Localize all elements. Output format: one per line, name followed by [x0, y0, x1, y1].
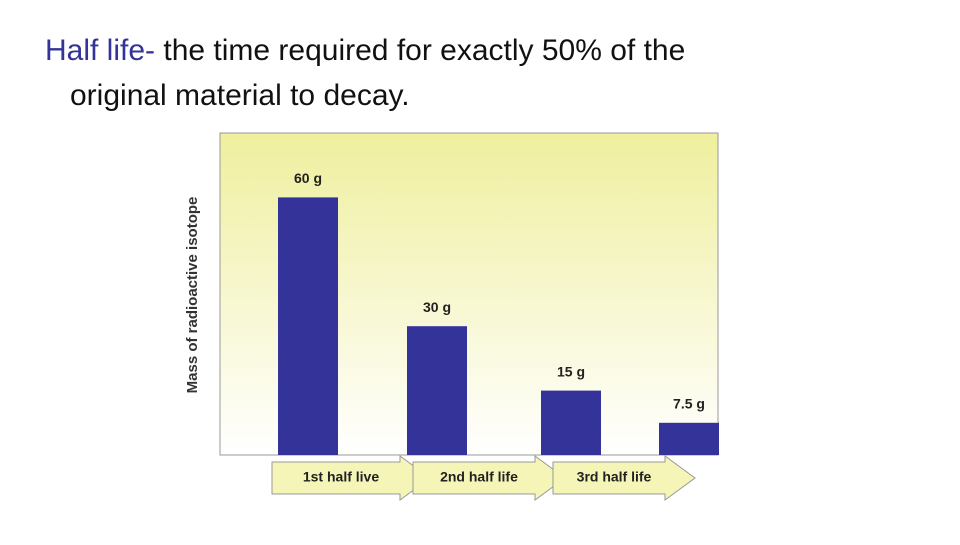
y-axis-label: Mass of radioactive isotope	[184, 197, 201, 394]
bar	[659, 422, 719, 455]
interval-arrow	[412, 455, 566, 501]
interval-label: 3rd half life	[577, 469, 652, 485]
heading-text: original material to decay.	[70, 79, 410, 112]
value-label: 60 g	[294, 170, 322, 186]
heading-term: Half life-	[45, 34, 155, 67]
bar	[407, 326, 467, 455]
value-label: 15 g	[557, 363, 585, 379]
value-label: 30 g	[423, 299, 451, 315]
bar	[278, 197, 338, 455]
heading: Half life- the time required for exactly…	[45, 34, 685, 67]
interval-arrow	[552, 455, 696, 501]
bar	[541, 390, 601, 455]
interval-label: 1st half live	[303, 469, 379, 485]
interval-arrows: 1st half live 2nd half life 3rd half life	[271, 455, 696, 501]
value-label: 7.5 g	[673, 396, 705, 412]
interval-label: 2nd half life	[440, 469, 518, 485]
heading-text: the time required for exactly 50% of the	[155, 34, 685, 67]
